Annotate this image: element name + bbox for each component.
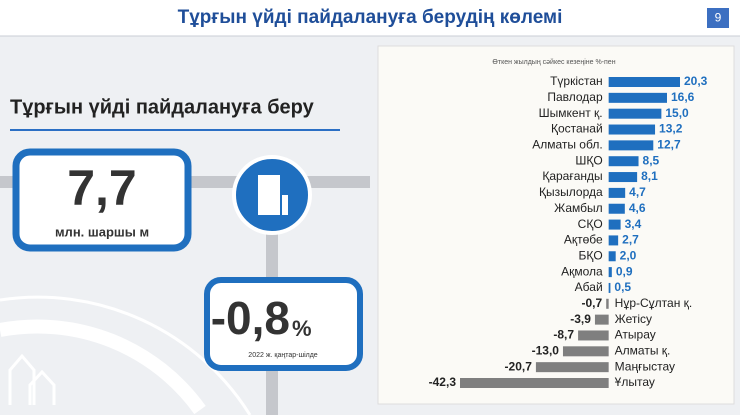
bar [460,378,609,388]
bar [608,203,625,214]
page-number: 9 [715,11,722,25]
category-label: Алматы қ. [615,343,671,357]
bar [608,77,680,87]
building-icon [258,175,288,215]
bar [606,298,609,309]
value-label: 20,3 [684,74,708,88]
bar [594,314,609,325]
category-label: Қызылорда [539,185,603,199]
decor-arc [0,319,206,415]
stat-value: 7,7 [67,160,137,216]
chart-panel [377,45,735,405]
bar [608,108,662,119]
chart-subtitle: Өткен жылдың сәйкес кезеңіне %-пен [492,58,615,66]
value-label: -3,9 [570,312,591,326]
bar [608,92,667,103]
bar [608,124,656,135]
value-label: 4,6 [629,201,646,215]
category-label: Түркістан [550,74,603,88]
value-label: 16,6 [671,90,695,104]
change-box [204,277,363,371]
category-label: Алматы обл. [532,138,602,152]
value-label: 2,0 [620,248,637,262]
category-label: Абай [575,280,603,294]
value-label: -13,0 [532,343,560,357]
bar [608,251,616,262]
category-label: Қостанай [551,122,603,136]
value-label: 0,5 [614,280,631,294]
value-label: 15,0 [665,106,689,120]
header-title: Тұрғын үйді пайдалануға берудің көлемі [178,7,563,28]
bar [608,282,611,293]
category-label: Павлодар [547,90,603,104]
category-label: Шымкент қ. [539,106,603,120]
value-label: 8,5 [643,153,660,167]
bar [608,235,619,246]
header-bar [0,0,740,36]
category-label: Маңғыстау [615,359,675,373]
section-title: Тұрғын үйді пайдалануға беру [10,96,315,118]
category-label: Жамбыл [554,201,603,215]
value-label: 13,2 [659,122,683,136]
category-label: Жетісу [615,312,652,326]
category-label: Ақтөбе [564,233,603,247]
category-label: Ақмола [561,264,603,278]
category-label: СҚО [578,217,603,231]
value-label: 0,9 [616,264,633,278]
bar [578,330,609,341]
bar [608,156,639,167]
bar [608,267,612,278]
arrows-icon [8,353,56,405]
category-label: ШҚО [575,153,602,167]
value-label: 8,1 [641,169,658,183]
stat-unit: млн. шаршы м [55,224,149,239]
icon-building [258,175,280,215]
value-label: 12,7 [657,138,681,152]
icon-tree [282,195,288,215]
decor-arc [0,295,252,415]
bar [535,362,609,373]
page-number-box [707,8,729,28]
change-unit: % [292,316,312,341]
value-label: -42,3 [429,375,457,389]
value-label: -8,7 [553,328,574,342]
arrow [28,369,56,405]
bar [608,172,638,183]
bar [608,140,654,151]
category-label: БҚО [578,248,602,262]
value-label: -20,7 [505,359,533,373]
value-label: 4,7 [629,185,646,199]
bar [562,346,609,357]
bar [608,187,626,198]
change-period: 2022 ж. қаңтар-шілде [248,351,317,359]
bar [608,219,621,230]
stat-box [12,148,192,252]
value-label: -0,7 [582,296,603,310]
value-label: 2,7 [622,233,639,247]
category-label: Қарағанды [542,169,602,183]
category-label: Ұлытау [615,375,655,389]
value-label: 3,4 [625,217,642,231]
change-value: -0,8 [211,292,290,344]
category-label: Атырау [615,328,656,342]
category-label: Нұр-Сұлтан қ. [615,296,693,310]
